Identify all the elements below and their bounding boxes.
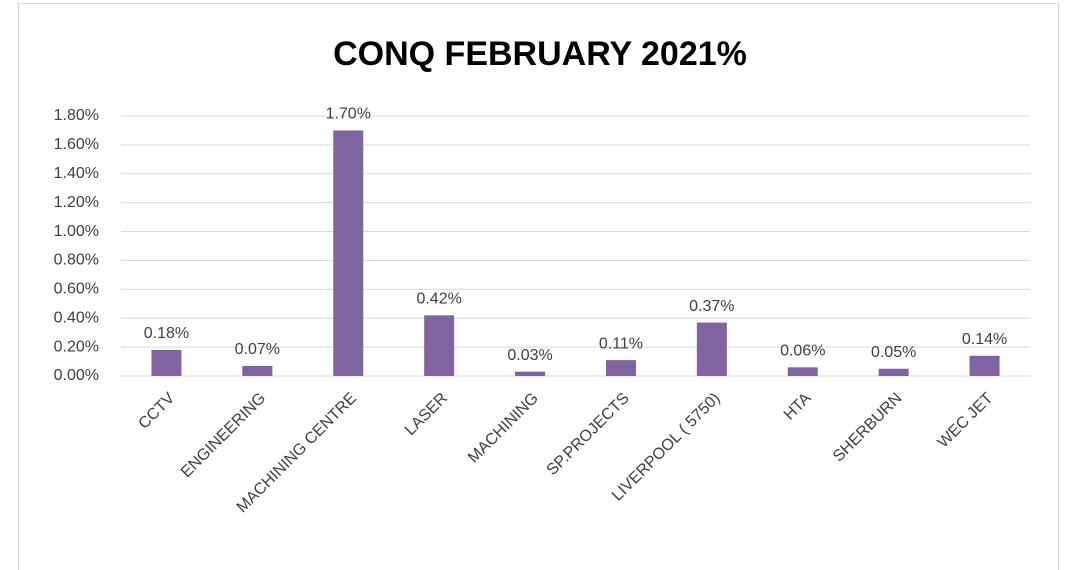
bar: [515, 371, 546, 376]
bar: [424, 315, 455, 376]
y-tick-label: 1.00%: [54, 223, 99, 240]
data-label: 1.70%: [326, 106, 371, 123]
y-tick-label: 0.60%: [54, 281, 99, 298]
data-label: 0.06%: [780, 343, 825, 360]
y-tick-label: 0.80%: [54, 252, 99, 269]
bar: [969, 355, 1000, 376]
y-tick-label: 0.00%: [54, 367, 99, 384]
y-tick-label: 1.80%: [54, 107, 99, 124]
y-tick-label: 1.20%: [54, 194, 99, 211]
bar: [151, 350, 182, 376]
data-label: 0.03%: [507, 347, 552, 364]
chart-title: CONQ FEBRUARY 2021%: [333, 35, 747, 73]
bar: [787, 367, 818, 376]
data-label: 0.07%: [235, 341, 280, 358]
y-tick-label: 1.40%: [54, 165, 99, 182]
bar: [242, 365, 273, 376]
data-label: 0.37%: [689, 298, 734, 315]
chart-border: [18, 3, 1059, 570]
y-tick-label: 1.60%: [54, 136, 99, 153]
y-tick-label: 0.20%: [54, 338, 99, 355]
data-label: 0.14%: [962, 331, 1007, 348]
data-label: 0.11%: [599, 335, 643, 352]
bar: [333, 130, 364, 376]
bar: [605, 360, 636, 376]
y-tick-label: 0.40%: [54, 309, 99, 326]
data-label: 0.18%: [144, 325, 189, 342]
data-label: 0.42%: [416, 291, 461, 308]
bar: [696, 322, 727, 376]
data-label: 0.05%: [871, 344, 916, 361]
bar: [878, 368, 909, 376]
